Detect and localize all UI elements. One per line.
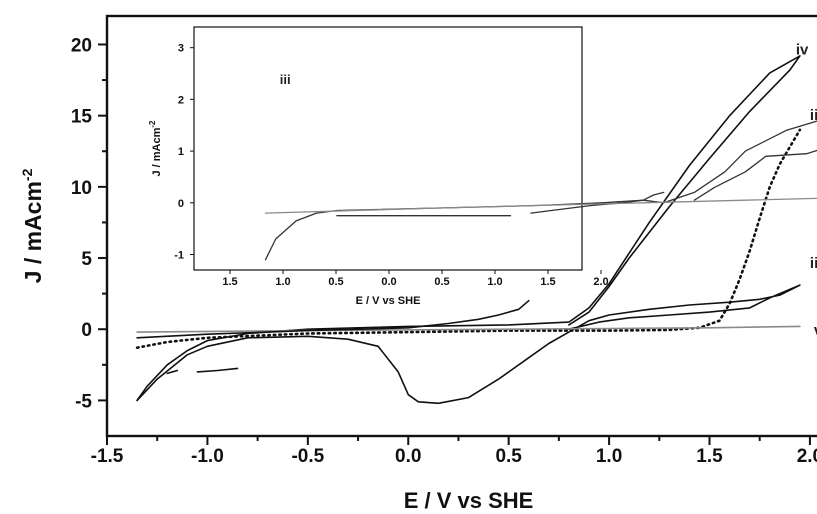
main-ytick-label: 10 xyxy=(71,178,92,199)
inset-ytick-label: 2 xyxy=(178,94,184,106)
main-ytick-label: 5 xyxy=(81,249,92,270)
inset-y-axis-title-superscript: -2 xyxy=(148,120,157,128)
main-ytick-label: 15 xyxy=(71,107,93,128)
main-y-axis-title: J / mAcm-2 xyxy=(19,168,46,283)
inset-y-axis-title-text: J / mAcm xyxy=(151,127,163,176)
inset-xtick-label: 1.0 xyxy=(487,276,502,288)
inset-xtick-label: 0.5 xyxy=(434,276,449,288)
main-xtick-label: -0.5 xyxy=(291,446,324,467)
inset-group: 1.51.00.50.00.51.01.52.0-10123iiivE / V … xyxy=(148,27,817,307)
main-xtick-label: -1.0 xyxy=(191,446,224,467)
main-series-line-iii xyxy=(137,285,800,403)
main-series-label-iii: iii xyxy=(810,255,817,272)
main-y-axis-title-superscript: -2 xyxy=(19,168,35,181)
inset-y-axis-title: J / mAcm-2 xyxy=(148,120,163,177)
main-ytick-label: 0 xyxy=(81,320,92,341)
inset-frame xyxy=(194,27,582,270)
main-xtick-label: 1.0 xyxy=(596,446,622,467)
main-ytick-label: -5 xyxy=(75,391,92,412)
inset-xtick-label: 0.0 xyxy=(381,276,396,288)
main-series-label-iv: iv xyxy=(796,41,809,58)
main-xtick-label: 2.0 xyxy=(797,446,817,467)
inset-xtick-label: 1.5 xyxy=(540,276,555,288)
inset-ytick-label: 3 xyxy=(178,43,184,55)
inset-xtick-label: 1.0 xyxy=(275,276,290,288)
main-xtick-label: 1.5 xyxy=(696,446,723,467)
main-xtick-label: 0.0 xyxy=(395,446,421,467)
main-series-line-unlabeled-5 xyxy=(167,371,177,374)
inset-xtick-label: 1.5 xyxy=(222,276,237,288)
inset-x-axis-title: E / V vs SHE xyxy=(356,295,421,307)
inset-ytick-label: 1 xyxy=(178,146,184,158)
inset-xtick-label: 2.0 xyxy=(593,276,608,288)
main-series-line-unlabeled-6 xyxy=(197,368,237,372)
main-xtick-label: -1.5 xyxy=(91,446,124,467)
inset-ytick-label: -1 xyxy=(174,249,184,261)
main-x-axis-title: E / V vs SHE xyxy=(404,488,534,509)
inset-xtick-label: 0.5 xyxy=(328,276,343,288)
inset-series-label-iii: iii xyxy=(280,72,291,87)
main-y-axis-title-text: J / mAcm xyxy=(20,181,46,283)
main-ytick-label: 20 xyxy=(71,35,92,56)
inset-series-line-unlabeled-1 xyxy=(694,48,817,201)
inset-ytick-label: 0 xyxy=(178,198,184,210)
main-xtick-label: 0.5 xyxy=(495,446,522,467)
